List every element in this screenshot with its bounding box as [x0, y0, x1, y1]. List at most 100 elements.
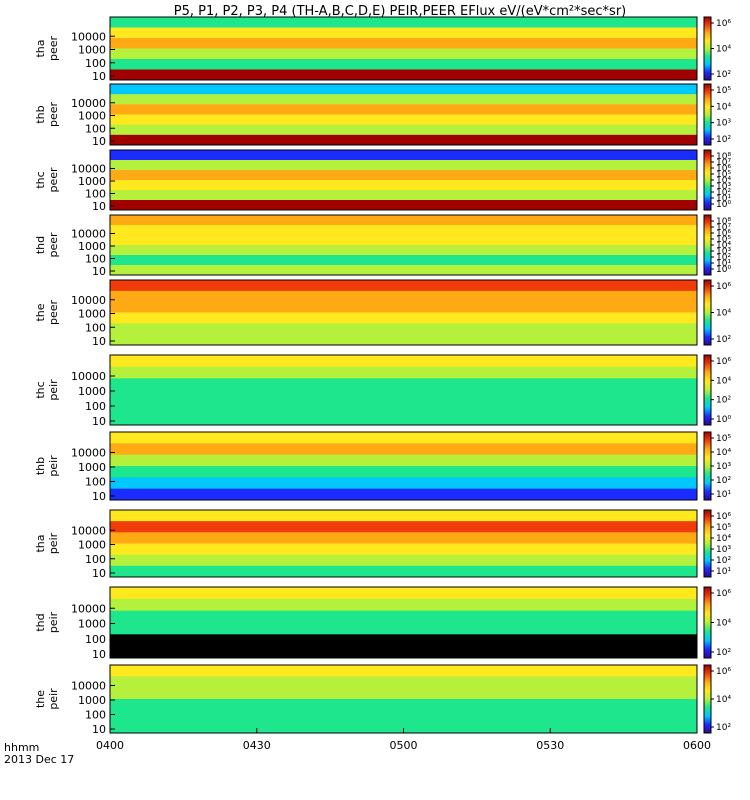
- spectrogram-band: [110, 543, 697, 556]
- plot-frame: [109, 149, 698, 211]
- panel-label-product: peer: [47, 232, 60, 258]
- colorbar-tick-label: 10⁶: [716, 164, 731, 174]
- colorbar-tick-label: 10⁵: [716, 235, 731, 245]
- colorbar-tick-label: 10¹: [716, 194, 731, 204]
- plot-frame: [109, 279, 698, 346]
- panel-label-product: peer: [47, 36, 60, 62]
- plot-frame: [109, 214, 698, 276]
- y-tick-label: 100: [85, 553, 106, 566]
- panel-label-probe: the: [34, 303, 47, 321]
- spectrogram-band: [110, 150, 697, 161]
- y-tick-label: 1000: [78, 694, 106, 707]
- colorbar-tick-label: 10¹: [716, 259, 731, 269]
- spectrogram-band: [110, 676, 697, 689]
- plot-frame: [109, 509, 698, 578]
- colorbar: [703, 16, 712, 81]
- plot-frame: [109, 16, 698, 81]
- y-tick-label: 100: [85, 709, 106, 722]
- colorbar-tick-label: 10⁴: [716, 695, 731, 705]
- colorbar-tick-label: 10¹: [716, 490, 731, 500]
- spectrogram-band: [110, 124, 697, 136]
- colorbar-tick-label: 10⁵: [716, 170, 731, 180]
- colorbar-tick-label: 10⁴: [716, 376, 731, 386]
- spectrogram-band: [110, 59, 697, 70]
- panel-label-probe: thb: [34, 105, 47, 123]
- spectrogram-band: [110, 180, 697, 191]
- x-tick-label: 0400: [96, 739, 124, 752]
- colorbar-tick-label: 10⁶: [716, 357, 731, 367]
- colorbar-tick-label: 10⁶: [716, 229, 731, 239]
- spectrogram-band: [110, 378, 697, 391]
- y-tick-label: 10000: [71, 370, 106, 383]
- colorbar-tick-label: 10⁶: [716, 282, 731, 292]
- colorbar: [703, 509, 712, 578]
- colorbar-tick-label: 10³: [716, 182, 731, 192]
- spectrogram-band: [110, 114, 697, 126]
- y-tick-label: 10000: [71, 294, 106, 307]
- colorbar-tick-label: 10³: [716, 119, 731, 129]
- spectrogram-band: [110, 721, 697, 734]
- panel-label-product: peir: [47, 379, 60, 401]
- x-axis-date-label: 2013 Dec 17: [4, 753, 74, 766]
- spectrogram-band: [110, 69, 697, 81]
- spectrogram-band: [110, 610, 697, 623]
- panel-label-probe: thc: [34, 381, 47, 398]
- spectrogram-band: [110, 48, 697, 60]
- panel-thd-peir: 10 100 1000 10000 thd peir 10² 10⁴ 10⁶: [34, 586, 731, 661]
- y-tick-label: 10: [92, 648, 106, 661]
- y-tick-label: 10: [92, 415, 106, 428]
- colorbar: [703, 354, 712, 426]
- colorbar-tick-label: 10¹: [716, 567, 731, 577]
- colorbar-tick-label: 10⁸: [716, 217, 731, 227]
- spectrogram-band: [110, 443, 697, 456]
- y-tick-label: 10000: [71, 163, 106, 176]
- spectrogram-band: [110, 646, 697, 659]
- y-tick-label: 100: [85, 188, 106, 201]
- colorbar: [703, 214, 712, 276]
- colorbar-tick-label: 10⁴: [716, 619, 731, 629]
- spectrogram-band: [110, 401, 697, 414]
- colorbar-tick-label: 10⁷: [716, 158, 731, 168]
- panel-label-probe: thc: [34, 171, 47, 188]
- colorbar-tick-label: 10⁵: [716, 523, 731, 533]
- panel-label-probe: thd: [34, 236, 47, 254]
- panel-label-probe: the: [34, 690, 47, 708]
- y-tick-label: 100: [85, 253, 106, 266]
- colorbar-tick-label: 10³: [716, 545, 731, 555]
- x-tick-label: 0430: [243, 739, 271, 752]
- spectrogram-band: [110, 521, 697, 533]
- colorbar: [703, 664, 712, 734]
- y-tick-label: 1000: [78, 618, 106, 631]
- y-tick-label: 1000: [78, 44, 106, 57]
- x-axis: 0400 0430 0500 0530 0600: [96, 728, 711, 752]
- colorbar-tick-label: 10⁴: [716, 309, 731, 319]
- colorbar: [703, 279, 712, 346]
- y-tick-label: 100: [85, 633, 106, 646]
- spectrogram-band: [110, 225, 697, 236]
- y-tick-label: 1000: [78, 539, 106, 552]
- y-tick-label: 1000: [78, 461, 106, 474]
- spectrogram-band: [110, 565, 697, 578]
- colorbar: [703, 431, 712, 501]
- spectrogram-band: [110, 466, 697, 478]
- spectrogram-band: [110, 200, 697, 211]
- plot-frame: [109, 431, 698, 501]
- y-tick-label: 1000: [78, 240, 106, 253]
- spectrogram-band: [110, 94, 697, 105]
- spectrogram-band: [110, 255, 697, 266]
- spectrogram-band: [110, 587, 697, 600]
- y-tick-label: 100: [85, 476, 106, 489]
- y-tick-label: 10: [92, 200, 106, 213]
- colorbar-tick-label: 10⁶: [716, 667, 731, 677]
- panel-label-product: peir: [47, 688, 60, 710]
- y-tick-label: 10: [92, 723, 106, 736]
- x-tick-label: 0500: [390, 739, 418, 752]
- figure-title: P5, P1, P2, P3, P4 (TH-A,B,C,D,E) PEIR,P…: [174, 4, 627, 19]
- spectrogram-band: [110, 134, 697, 146]
